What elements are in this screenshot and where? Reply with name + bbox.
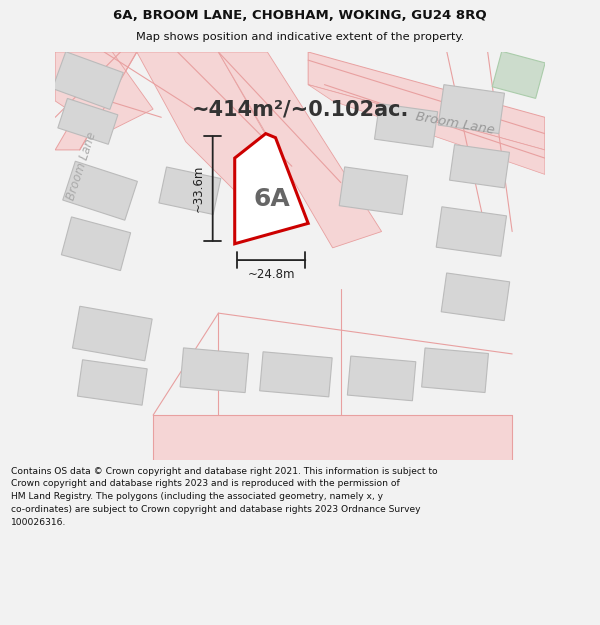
Polygon shape (137, 52, 284, 191)
Polygon shape (436, 207, 506, 256)
Polygon shape (73, 306, 152, 361)
Polygon shape (153, 415, 512, 460)
Polygon shape (63, 161, 137, 220)
Polygon shape (374, 104, 437, 148)
Polygon shape (159, 167, 221, 214)
Polygon shape (235, 134, 308, 244)
Polygon shape (308, 52, 545, 150)
Text: Contains OS data © Crown copyright and database right 2021. This information is : Contains OS data © Crown copyright and d… (11, 467, 437, 527)
Polygon shape (308, 84, 545, 174)
Polygon shape (180, 348, 248, 392)
Polygon shape (61, 217, 131, 271)
Polygon shape (339, 167, 407, 214)
Text: Broom Lane: Broom Lane (64, 131, 98, 202)
Text: ~24.8m: ~24.8m (248, 268, 295, 281)
Polygon shape (449, 144, 509, 188)
Text: ~414m²/~0.102ac.: ~414m²/~0.102ac. (191, 99, 409, 119)
Polygon shape (347, 356, 416, 401)
Polygon shape (441, 273, 509, 321)
Polygon shape (218, 52, 382, 248)
Polygon shape (55, 52, 137, 150)
Polygon shape (58, 98, 118, 144)
Polygon shape (260, 352, 332, 397)
Polygon shape (55, 52, 153, 134)
Text: Map shows position and indicative extent of the property.: Map shows position and indicative extent… (136, 32, 464, 43)
Polygon shape (77, 360, 147, 405)
Text: Broom Lane: Broom Lane (415, 111, 496, 137)
Polygon shape (492, 51, 545, 98)
Polygon shape (52, 52, 123, 109)
Polygon shape (438, 84, 505, 134)
Text: 6A, BROOM LANE, CHOBHAM, WOKING, GU24 8RQ: 6A, BROOM LANE, CHOBHAM, WOKING, GU24 8R… (113, 9, 487, 22)
Polygon shape (422, 348, 488, 392)
Text: ~33.6m: ~33.6m (191, 165, 205, 212)
Text: 6A: 6A (253, 187, 290, 211)
